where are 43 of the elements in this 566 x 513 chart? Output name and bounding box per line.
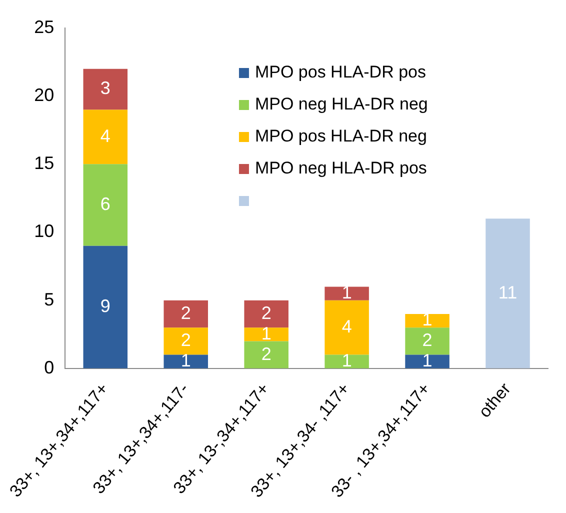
bar — [83, 246, 128, 368]
data-label: 1 — [422, 350, 432, 371]
bar — [324, 300, 369, 355]
legend-label: MPO pos HLA-DR neg — [254, 126, 427, 146]
bar — [405, 354, 450, 368]
legend-label: MPO neg HLA-DR neg — [254, 94, 428, 114]
bar — [83, 68, 128, 110]
data-label: 4 — [100, 126, 110, 146]
bar — [405, 314, 450, 328]
data-label: 1 — [261, 323, 272, 344]
data-label: 1 — [180, 350, 191, 371]
data-label: 9 — [100, 296, 110, 316]
bar — [164, 328, 208, 355]
data-label: 2 — [180, 330, 191, 350]
data-label: 11 — [498, 282, 518, 302]
y-tick-label: 15 — [34, 153, 54, 174]
y-tick-label: 10 — [34, 221, 54, 242]
bar — [83, 110, 128, 164]
legend-label: MPO pos HLA-DR pos — [254, 62, 426, 82]
data-label: 2 — [422, 330, 432, 350]
legend-label: MPO neg HLA-DR pos — [254, 158, 427, 178]
data-label: 3 — [100, 78, 110, 98]
bar — [164, 300, 208, 328]
bar — [324, 286, 369, 300]
data-label: 1 — [342, 282, 352, 302]
bar — [486, 218, 530, 368]
bar — [244, 300, 288, 328]
data-label: 6 — [100, 194, 110, 214]
data-label: 4 — [342, 316, 352, 337]
bar — [83, 164, 128, 246]
y-tick-label: 20 — [34, 85, 54, 106]
y-tick-label: 25 — [34, 16, 54, 37]
bar — [405, 328, 450, 355]
y-tick-label: 0 — [44, 357, 54, 378]
bar — [164, 354, 208, 368]
data-label: 2 — [180, 302, 191, 323]
bar — [244, 328, 288, 342]
bar — [324, 354, 369, 368]
bar — [244, 341, 288, 368]
data-label: 1 — [342, 350, 352, 371]
data-label: 2 — [261, 302, 272, 323]
data-label: 2 — [261, 344, 272, 364]
y-tick-label: 5 — [44, 289, 54, 310]
